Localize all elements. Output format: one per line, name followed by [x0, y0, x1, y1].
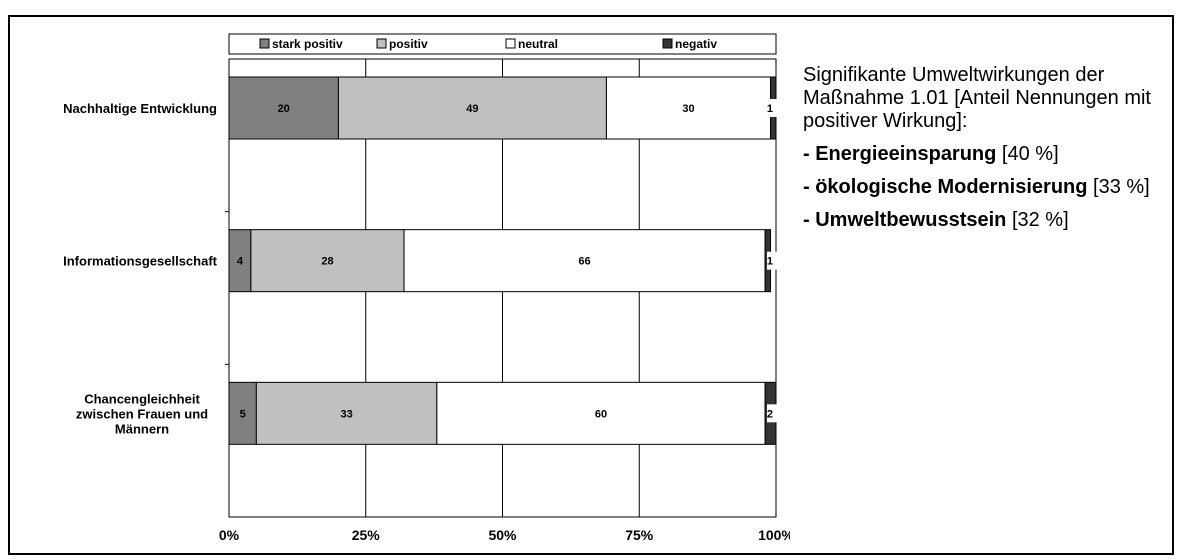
data-label: 5 — [240, 408, 246, 420]
legend-label: neutral — [518, 37, 558, 51]
data-label: 28 — [321, 256, 333, 268]
data-label: 33 — [340, 408, 352, 420]
bar-segment — [403, 229, 766, 293]
data-label-box — [767, 251, 777, 270]
bar-segment — [337, 76, 607, 140]
data-label-box — [767, 99, 777, 117]
note-item-label: - ökologische Modernisierung — [803, 176, 1088, 198]
category-label: Informationsgesellschaft — [63, 254, 218, 269]
category-label: Chancengleichheit — [84, 391, 200, 406]
bar-segment — [605, 76, 772, 140]
note-item-value: [40 %] — [996, 143, 1059, 165]
note-item-modernization: - ökologische Modernisierung [33 %] — [803, 176, 1163, 199]
legend-swatch — [505, 38, 516, 49]
data-label: 2 — [767, 408, 773, 420]
bar-segment — [250, 229, 405, 293]
x-tick-label: 25% — [352, 527, 381, 543]
data-label: 20 — [278, 103, 290, 115]
data-label: 1 — [767, 256, 773, 268]
note-item-label: - Umweltbewusstsein — [803, 209, 1007, 231]
legend-swatch — [259, 38, 270, 49]
legend-swatch — [662, 38, 673, 49]
note-item-value: [33 %] — [1087, 176, 1150, 198]
category-label: zwischen Frauen und — [76, 406, 208, 421]
note-item-energy: - Energieeinsparung [40 %] — [803, 143, 1163, 166]
x-tick-label: 50% — [488, 527, 517, 543]
legend-box — [228, 33, 777, 55]
bar-segment — [228, 76, 339, 140]
bar-segment — [436, 381, 766, 445]
stacked-bar-chart: 0% 25% 50% 75% 100% 20 49 30 1 Nachhaltige Entwic… — [63, 33, 790, 543]
data-label: 4 — [237, 256, 244, 268]
legend-label: negativ — [675, 37, 717, 51]
note-item-label: - Energieeinsparung — [803, 143, 997, 165]
note-item-awareness: - Umweltbewusstsein [32 %] — [803, 209, 1163, 232]
x-tick-label: 0% — [219, 527, 240, 543]
bar-segment — [255, 381, 438, 445]
legend-label: positiv — [389, 37, 428, 51]
legend-label: stark positiv — [272, 37, 343, 51]
category-label: Nachhaltige Entwicklung — [63, 101, 217, 116]
impact-note: Signifikante Umweltwirkungen der Maßnahm… — [803, 64, 1163, 242]
x-tick-label: 75% — [625, 527, 654, 543]
data-label: 66 — [578, 256, 590, 268]
data-label: 60 — [595, 408, 607, 420]
note-intro: Signifikante Umweltwirkungen der Maßnahm… — [803, 64, 1151, 132]
data-label: 1 — [767, 103, 773, 115]
data-label-box — [767, 404, 777, 423]
category-label: Männern — [115, 421, 169, 436]
x-tick-label: 100% — [758, 527, 790, 543]
data-label: 49 — [466, 103, 478, 115]
data-label: 30 — [682, 103, 694, 115]
note-item-value: [32 %] — [1006, 209, 1069, 231]
legend-swatch — [376, 38, 387, 49]
